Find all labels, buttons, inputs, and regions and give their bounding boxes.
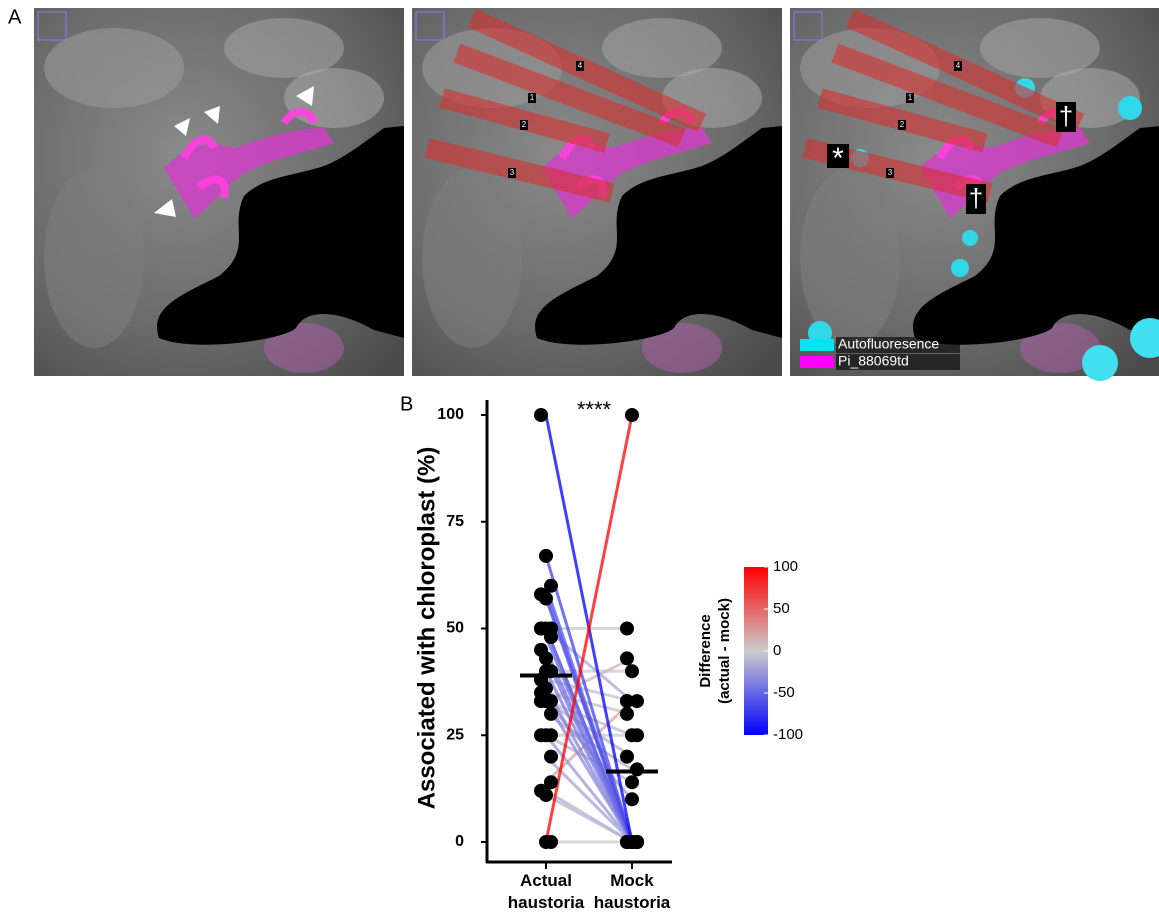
y-tick-label: 100 (437, 406, 464, 423)
y-tick-label: 25 (446, 726, 464, 743)
roi-bar (845, 8, 1085, 133)
x-tick-label-text: Actual haustoria (507, 871, 585, 912)
point (544, 775, 558, 790)
point (544, 749, 558, 764)
panel-label: A (8, 6, 22, 28)
pair-line (544, 414, 634, 843)
significance: **** (577, 397, 612, 422)
pair-line (544, 555, 634, 843)
micrograph: 4 1 2 3 (412, 8, 782, 376)
point (539, 788, 553, 803)
roi-tag (508, 168, 516, 178)
point (630, 694, 644, 709)
legend-swatch (800, 339, 834, 351)
colorbar-tick-label: 50 (773, 600, 790, 617)
point (625, 775, 639, 790)
point (620, 706, 634, 721)
point (544, 835, 558, 849)
pair-line (544, 627, 634, 843)
point (544, 706, 558, 721)
marker: † (1059, 101, 1073, 131)
legend-bg (836, 337, 960, 353)
point (625, 664, 639, 679)
roi-tag (954, 61, 962, 71)
roi-tag (520, 120, 528, 130)
roi-label: 3 (888, 168, 893, 177)
roi-tag (528, 93, 536, 103)
pair-line (545, 789, 633, 844)
y-axis-label: Associated with chloroplast (%) (413, 447, 440, 810)
marker-box (966, 184, 986, 214)
marker: † (969, 183, 983, 213)
pair-line (545, 699, 633, 758)
colorbar-tick-label: -100 (773, 726, 803, 743)
colorbar-tick-label: 0 (773, 642, 781, 659)
roi-tag (576, 61, 584, 71)
micrograph (34, 8, 404, 376)
point (630, 762, 644, 777)
legend-label: Pi_88069td (838, 353, 909, 369)
point (625, 408, 639, 422)
point (620, 749, 634, 764)
point (539, 651, 553, 666)
point (630, 728, 644, 743)
legend-bg (836, 354, 960, 370)
roi-label: 1 (530, 93, 535, 102)
x-tick-label: Mock haustoria (593, 871, 671, 912)
x-tick-label: Actual haustoria (507, 871, 585, 912)
roi-bar (467, 8, 707, 133)
roi-label: 2 (522, 120, 527, 129)
colorbar-title: (actual - mock) (716, 598, 733, 704)
point (539, 548, 553, 563)
colorbar-title: Difference (697, 614, 714, 687)
y-tick-label: 50 (446, 620, 464, 637)
marker: * (832, 142, 844, 175)
roi-label: 3 (510, 168, 515, 177)
point (539, 591, 553, 606)
roi-label: 2 (900, 120, 905, 129)
pair-line (544, 734, 634, 843)
point (620, 621, 634, 636)
legend-label: Autofluoresence (838, 336, 939, 352)
point (544, 728, 558, 743)
point (544, 630, 558, 645)
marker-box (827, 144, 849, 168)
roi-bar (831, 43, 1064, 148)
point (544, 578, 558, 593)
x-tick-label-text: Mock haustoria (593, 871, 671, 912)
roi-tag (898, 120, 906, 130)
colorbar-tick-label: -50 (773, 684, 795, 701)
roi-label: 4 (578, 61, 583, 70)
marker-box (1056, 102, 1076, 132)
point (620, 694, 634, 709)
roi-label: 1 (908, 93, 913, 102)
roi-tag (906, 93, 914, 103)
point (620, 651, 634, 666)
point (625, 792, 639, 807)
roi-bar (453, 43, 686, 148)
y-tick-label: 75 (446, 513, 464, 530)
point (534, 408, 548, 422)
pair-line (545, 657, 633, 703)
roi-tag (886, 168, 894, 178)
panel-label: B (400, 393, 413, 415)
y-tick-label: 0 (455, 833, 464, 850)
point (539, 694, 553, 709)
legend-swatch (800, 356, 834, 368)
roi-bar (424, 138, 615, 203)
roi-label: 4 (956, 61, 961, 70)
point (625, 835, 639, 849)
colorbar-tick-label: 100 (773, 558, 798, 575)
